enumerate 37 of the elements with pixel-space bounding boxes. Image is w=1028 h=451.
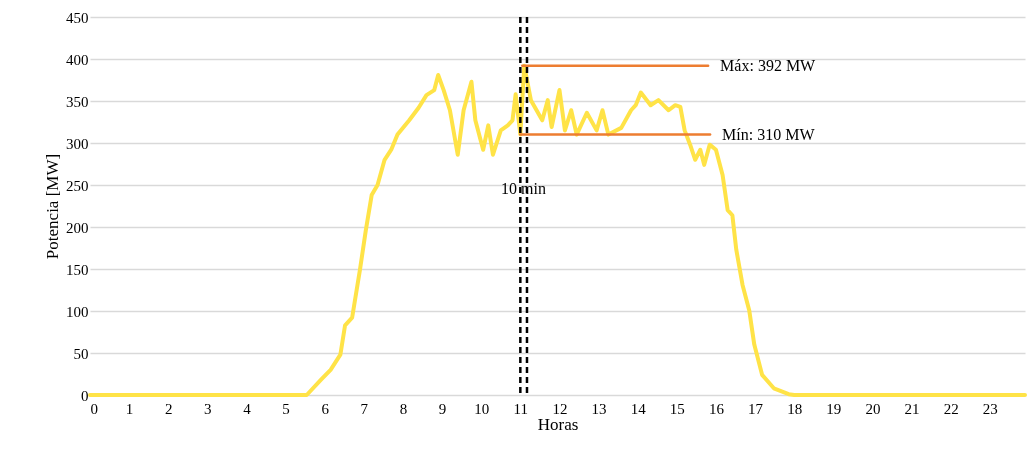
x-tick-label: 16	[708, 400, 725, 417]
y-tick-label: 450	[66, 9, 89, 26]
x-tick-label: 4	[243, 400, 252, 417]
x-tick-label: 14	[630, 400, 647, 417]
y-tick-label: 250	[66, 177, 89, 194]
x-axis-title: Horas	[537, 414, 579, 434]
x-tick-label: 5	[282, 400, 290, 417]
x-tick-label: 3	[204, 400, 212, 417]
x-tick-label: 17	[748, 400, 764, 417]
x-tick-label: 1	[125, 400, 134, 417]
y-tick-label: 50	[73, 345, 89, 362]
y-tick-label: 0	[81, 387, 89, 404]
y-tick-label: 300	[66, 135, 89, 152]
x-tick-label: 21	[904, 400, 920, 417]
x-tick-label: 15	[669, 400, 685, 417]
x-tick-label: 19	[826, 400, 842, 417]
x-tick-label: 23	[982, 400, 998, 417]
x-tick-label: 9	[438, 400, 447, 417]
x-tick-label: 10	[474, 400, 490, 417]
y-tick-label: 100	[66, 303, 89, 320]
y-tick-label: 400	[66, 51, 89, 68]
y-tick-label: 150	[66, 261, 89, 278]
y-tick-label: 200	[66, 219, 89, 236]
x-tick-label: 12	[552, 400, 568, 417]
series-label: Máx: 392 MW	[720, 56, 817, 74]
x-tick-label: 8	[399, 400, 408, 417]
x-tick-label: 11	[513, 400, 529, 417]
x-tick-label: 6	[321, 400, 330, 417]
series-label: Mín: 310 MW	[722, 125, 816, 143]
x-tick-label: 2	[164, 400, 173, 417]
y-axis-title: Potencia [MW]	[43, 153, 62, 260]
y-tick-label: 350	[66, 93, 89, 110]
x-tick-label: 7	[360, 400, 369, 417]
x-tick-label: 20	[865, 400, 881, 417]
x-tick-label: 22	[943, 400, 959, 417]
x-tick-label: 13	[591, 400, 607, 417]
x-tick-label: 18	[787, 400, 803, 417]
